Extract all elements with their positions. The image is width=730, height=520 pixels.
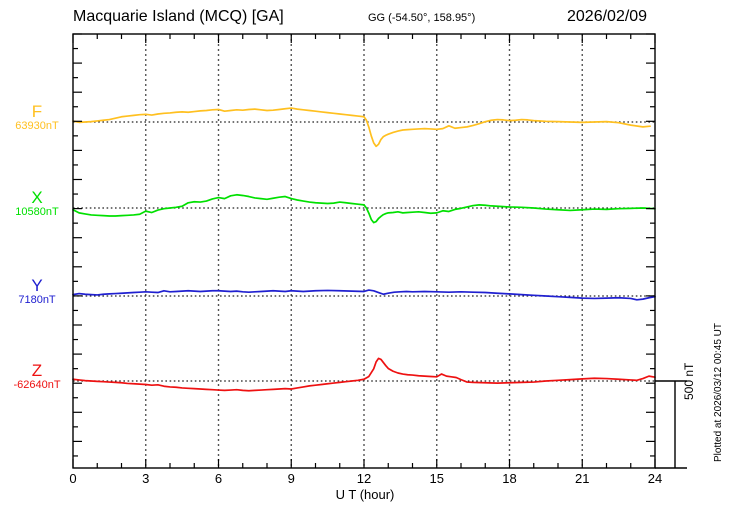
component-label-z: Z -62640nT [8, 362, 66, 391]
x-tick-label-12: 12 [356, 471, 372, 486]
grid-layer [145, 34, 583, 468]
page-title: Macquarie Island (MCQ) [GA] [73, 8, 284, 25]
observation-date: 2026/02/09 [567, 8, 648, 25]
component-baseline-z: -62640nT [13, 378, 61, 391]
component-label-f: F 63930nT [8, 103, 66, 132]
x-tick-label-9: 9 [287, 471, 295, 486]
component-baseline-x: 10580nT [15, 205, 59, 218]
component-name-f: F [31, 102, 43, 121]
component-name-y: Y [31, 276, 43, 295]
x-tick-label-18: 18 [502, 471, 517, 486]
component-name-z: Z [31, 361, 43, 380]
scale-bar-label: 500 nT [682, 362, 696, 400]
component-label-x: X 10580nT [8, 189, 66, 218]
plotted-timestamp: Plotted at 2026/03/12 00:45 UT [713, 323, 724, 462]
x-tick-label-21: 21 [575, 471, 590, 486]
component-baseline-y: 7180nT [18, 293, 56, 306]
component-name-x: X [31, 188, 43, 207]
x-tick-label-6: 6 [214, 471, 223, 486]
x-tick-label-3: 3 [142, 471, 150, 486]
trace-layer [72, 107, 656, 392]
geographic-coordinates: GG (-54.50°, 158.95°) [368, 12, 476, 24]
component-baseline-f: 63930nT [15, 119, 59, 132]
plot-frame [72, 33, 656, 469]
x-axis-label: U T (hour) [335, 487, 395, 502]
x-tick-label-15: 15 [429, 471, 444, 486]
scale-bar [655, 380, 687, 469]
x-tick-label-0: 0 [69, 471, 77, 486]
x-tick-label-24: 24 [647, 471, 663, 486]
component-label-y: Y 7180nT [8, 277, 66, 306]
